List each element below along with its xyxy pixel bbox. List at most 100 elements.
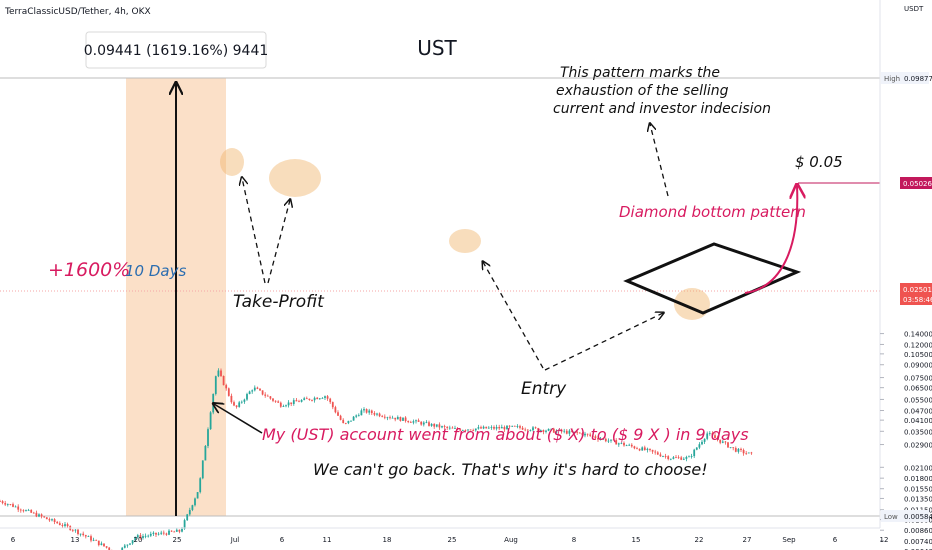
candle-up (240, 401, 243, 403)
candle-down (664, 456, 667, 457)
candle-up (199, 478, 202, 493)
candle-down (519, 426, 521, 428)
x-tick-label: Jul (230, 536, 240, 544)
candle-down (560, 429, 563, 432)
candle-down (30, 509, 33, 513)
y-tick-label: 0.01550 (904, 486, 932, 494)
y-tick-label: 0.00640 (904, 548, 932, 550)
high-label: High (884, 75, 900, 83)
candle-up (6, 504, 9, 505)
candle-down (636, 448, 638, 450)
y-tick-label: 0.00860 (904, 527, 932, 535)
candle-down (633, 446, 636, 449)
candle-down (659, 454, 662, 457)
candle-down (162, 532, 165, 534)
candle-up (430, 423, 433, 426)
candle-down (524, 429, 527, 431)
candle-down (17, 506, 20, 510)
candle-down (32, 512, 35, 514)
candle-up (355, 415, 358, 417)
x-tick-label: 20 (134, 536, 143, 544)
candle-up (454, 428, 456, 429)
y-tick-label: 0.09000 (904, 362, 932, 370)
candle-down (581, 433, 584, 436)
candle-up (620, 442, 623, 444)
low-label-bg (881, 510, 929, 522)
candle-down (438, 424, 441, 428)
candle-up (646, 448, 649, 451)
candle-up (282, 406, 285, 407)
take-profit-marker (220, 148, 244, 176)
candle-down (71, 529, 74, 531)
candle-down (277, 401, 280, 403)
candle-up (123, 545, 126, 548)
target-price-tag (900, 177, 932, 189)
candle-down (139, 535, 142, 538)
pattern-note-arrow (650, 124, 669, 197)
candle-up (168, 530, 170, 535)
candle-up (412, 421, 415, 423)
candle-up (610, 439, 612, 441)
candle-down (643, 447, 646, 451)
candle-down (727, 442, 729, 448)
candle-down (604, 438, 607, 442)
candle-up (188, 509, 191, 515)
candle-up (425, 422, 428, 424)
candle-down (165, 533, 168, 535)
candle-down (615, 440, 618, 445)
candle-down (389, 417, 391, 419)
candle-down (235, 405, 238, 407)
pattern-note-line: exhaustion of the selling (556, 83, 729, 99)
candle-up (396, 416, 399, 420)
candle-up (285, 405, 287, 407)
candle-up (51, 519, 53, 521)
candle-down (571, 430, 573, 432)
candle-up (313, 397, 316, 401)
candle-down (365, 409, 368, 413)
candle-down (433, 423, 436, 427)
candle-down (173, 531, 176, 533)
chart-title: UST (417, 36, 457, 60)
candle-down (259, 388, 261, 391)
candle-down (256, 387, 259, 389)
candle-down (498, 427, 501, 429)
candle-down (576, 431, 579, 433)
x-tick-label: 22 (695, 536, 704, 544)
candle-down (298, 401, 300, 403)
candle-up (152, 532, 155, 534)
candle-down (677, 457, 680, 459)
candle-up (214, 376, 217, 394)
candle-down (225, 385, 228, 389)
candle-up (204, 445, 207, 461)
candle-down (407, 421, 410, 423)
candle-down (451, 427, 454, 429)
candle-up (100, 543, 103, 546)
candle-down (326, 396, 329, 399)
candles (0, 368, 753, 550)
y-tick-label: 0.04700 (904, 408, 932, 416)
candle-up (243, 399, 246, 402)
candle-down (394, 417, 397, 420)
y-tick-label: 0.04100 (904, 417, 932, 425)
candle-down (508, 425, 511, 427)
candle-up (183, 520, 186, 529)
candle-up (196, 492, 199, 499)
candle-down (61, 525, 64, 526)
pattern-note-line: This pattern marks the (560, 65, 720, 81)
candle-up (682, 458, 685, 460)
y-tick-label: 0.06500 (904, 385, 932, 393)
candle-up (584, 433, 586, 436)
candle-up (181, 528, 183, 532)
candle-down (513, 425, 516, 427)
candle-up (415, 420, 417, 422)
candle-up (628, 444, 631, 446)
candle-down (264, 394, 267, 396)
candle-up (695, 447, 698, 450)
candle-down (19, 509, 22, 511)
candle-up (558, 429, 560, 431)
x-tick-label: 6 (11, 536, 16, 544)
x-tick-label: 11 (323, 536, 332, 544)
candle-down (480, 427, 482, 429)
candle-down (542, 430, 545, 432)
candle-up (599, 438, 602, 440)
